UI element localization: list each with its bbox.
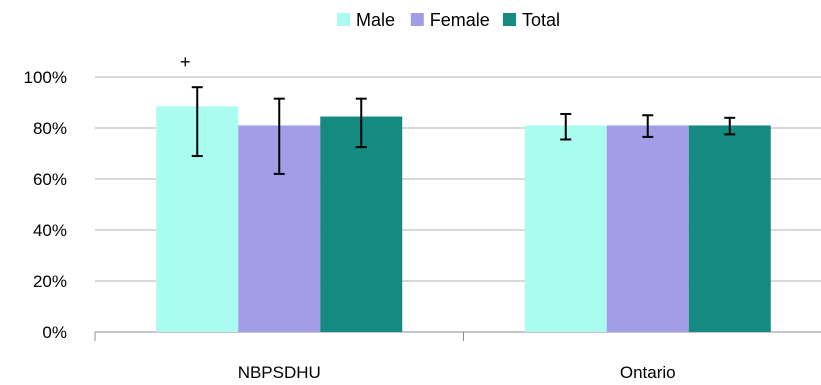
x-category-label: Ontario (620, 363, 676, 382)
bar-total-nbpsdhu (320, 116, 403, 333)
legend-swatch-male (337, 13, 350, 26)
bar-male-ontario (524, 125, 607, 332)
bars (156, 106, 771, 333)
y-axis: 0% 20% 40% 60% 80% 100% (24, 68, 67, 342)
significance-marker: + (180, 52, 191, 72)
legend: Male Female Total (337, 10, 560, 30)
bar-total-ontario (688, 125, 771, 332)
annotations: + (180, 52, 191, 72)
error-bars (191, 86, 736, 175)
legend-label-male: Male (356, 10, 395, 30)
y-tick-label: 100% (24, 68, 67, 87)
y-tick-label: 20% (33, 272, 67, 291)
y-tick-label: 0% (42, 323, 67, 342)
y-tick-label: 60% (33, 170, 67, 189)
x-category-label: NBPSDHU (238, 363, 321, 382)
bar-female-ontario (606, 125, 689, 332)
y-tick-label: 80% (33, 119, 67, 138)
legend-label-total: Total (522, 10, 560, 30)
legend-swatch-total (503, 13, 516, 26)
legend-label-female: Female (430, 10, 490, 30)
y-tick-label: 40% (33, 221, 67, 240)
x-axis: NBPSDHU Ontario (94, 332, 676, 382)
legend-swatch-female (410, 13, 424, 26)
